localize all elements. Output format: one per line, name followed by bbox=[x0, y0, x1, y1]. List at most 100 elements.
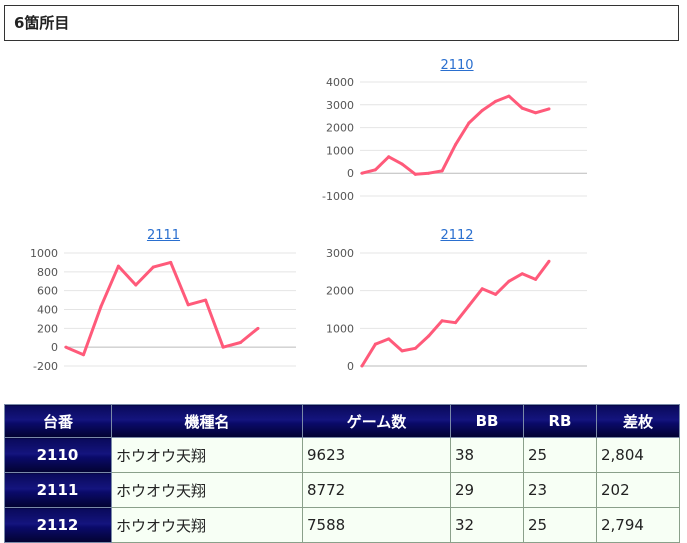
header-machine-number: 台番 bbox=[4, 404, 112, 438]
data-point bbox=[534, 111, 538, 115]
data-point bbox=[186, 303, 190, 307]
table-row: 2111 ホウオウ天翔 8772 29 23 202 bbox=[4, 472, 680, 508]
y-tick-label: 400 bbox=[37, 304, 58, 317]
data-point bbox=[99, 305, 103, 309]
data-point bbox=[373, 342, 377, 346]
data-point bbox=[534, 277, 538, 281]
y-tick-label: -200 bbox=[33, 360, 58, 373]
y-tick-label: 3000 bbox=[326, 247, 354, 260]
machine-stats-table: 台番 機種名 ゲーム数 BB RB 差枚 2110 ホウオウ天翔 9623 38… bbox=[4, 404, 680, 543]
y-tick-label: 800 bbox=[37, 266, 58, 279]
chart-title-link[interactable]: 2112 bbox=[440, 228, 474, 243]
data-point bbox=[151, 265, 155, 269]
y-tick-label: -1000 bbox=[322, 190, 354, 203]
data-point bbox=[413, 346, 417, 350]
chart-title-link[interactable]: 2110 bbox=[440, 58, 474, 73]
data-point bbox=[387, 155, 391, 159]
header-machine-name: 機種名 bbox=[111, 404, 303, 438]
data-point bbox=[480, 287, 484, 291]
data-point bbox=[440, 169, 444, 173]
machine-number: 2110 bbox=[4, 437, 112, 473]
data-point bbox=[134, 283, 138, 287]
data-point bbox=[360, 171, 364, 175]
difference: 202 bbox=[596, 472, 680, 508]
data-point bbox=[116, 264, 120, 268]
data-point bbox=[64, 345, 68, 349]
bb-count: 38 bbox=[450, 437, 524, 473]
data-point bbox=[507, 94, 511, 98]
data-point bbox=[547, 259, 551, 263]
line-chart: 1000 800 600 400 200 0 -200 bbox=[30, 247, 296, 373]
rb-count: 23 bbox=[523, 472, 597, 508]
line-chart: 3000 2000 1000 0 bbox=[326, 247, 587, 373]
machine-name: ホウオウ天翔 bbox=[111, 437, 303, 473]
y-tick-label: 4000 bbox=[326, 76, 354, 89]
data-point bbox=[256, 326, 260, 330]
data-point bbox=[467, 304, 471, 308]
chart-2110: 2110 4000 3000 2000 1000 0 -1000 bbox=[322, 56, 592, 206]
y-tick-label: 2000 bbox=[326, 122, 354, 135]
data-point bbox=[221, 345, 225, 349]
difference: 2,804 bbox=[596, 437, 680, 473]
y-tick-label: 600 bbox=[37, 285, 58, 298]
series-line bbox=[360, 260, 551, 367]
data-point bbox=[520, 106, 524, 110]
y-tick-label: 0 bbox=[347, 360, 354, 373]
data-point bbox=[494, 99, 498, 103]
data-point bbox=[520, 272, 524, 276]
data-point bbox=[400, 162, 404, 166]
rb-count: 25 bbox=[523, 437, 597, 473]
data-point bbox=[427, 334, 431, 338]
y-tick-label: 3000 bbox=[326, 99, 354, 112]
data-point bbox=[360, 364, 364, 368]
y-tick-label: 2000 bbox=[326, 285, 354, 298]
machine-number: 2111 bbox=[4, 472, 112, 508]
data-point bbox=[467, 121, 471, 125]
y-tick-label: 1000 bbox=[326, 322, 354, 335]
y-tick-label: 1000 bbox=[326, 144, 354, 157]
table-row: 2110 ホウオウ天翔 9623 38 25 2,804 bbox=[4, 437, 680, 473]
data-point bbox=[169, 260, 173, 264]
data-point bbox=[427, 171, 431, 175]
data-point bbox=[547, 107, 551, 111]
difference: 2,794 bbox=[596, 507, 680, 543]
header-difference: 差枚 bbox=[596, 404, 680, 438]
header-game-count: ゲーム数 bbox=[302, 404, 451, 438]
chart-2112: 2112 3000 2000 1000 0 bbox=[322, 226, 592, 376]
line-chart: 4000 3000 2000 1000 0 -1000 bbox=[322, 76, 587, 203]
header-rb: RB bbox=[523, 404, 597, 438]
data-point bbox=[494, 292, 498, 296]
machine-name: ホウオウ天翔 bbox=[111, 472, 303, 508]
machine-name: ホウオウ天翔 bbox=[111, 507, 303, 543]
data-point bbox=[387, 337, 391, 341]
series-line bbox=[65, 260, 259, 357]
game-count: 9623 bbox=[302, 437, 451, 473]
data-point bbox=[454, 143, 457, 147]
y-tick-label: 1000 bbox=[30, 247, 58, 260]
data-point bbox=[204, 298, 208, 302]
game-count: 8772 bbox=[302, 472, 451, 508]
chart-title-link[interactable]: 2111 bbox=[146, 228, 181, 243]
y-tick-label: 0 bbox=[51, 341, 58, 354]
data-point bbox=[400, 349, 404, 353]
section-title: 6箇所目 bbox=[4, 5, 679, 41]
header-bb: BB bbox=[450, 404, 524, 438]
machine-number: 2112 bbox=[4, 507, 112, 543]
data-point bbox=[239, 340, 243, 344]
table-row: 2112 ホウオウ天翔 7588 32 25 2,794 bbox=[4, 507, 680, 543]
chart-2111: 2111 1000 800 600 400 200 0 -200 bbox=[26, 226, 301, 376]
game-count: 7588 bbox=[302, 507, 451, 543]
y-tick-label: 200 bbox=[37, 322, 58, 335]
data-point bbox=[440, 319, 444, 323]
bb-count: 32 bbox=[450, 507, 524, 543]
table-header-row: 台番 機種名 ゲーム数 BB RB 差枚 bbox=[4, 404, 680, 438]
y-tick-label: 0 bbox=[347, 167, 354, 180]
data-point bbox=[413, 172, 417, 176]
data-point bbox=[454, 321, 457, 325]
bb-count: 29 bbox=[450, 472, 524, 508]
data-point bbox=[507, 279, 511, 283]
data-point bbox=[81, 353, 85, 357]
rb-count: 25 bbox=[523, 507, 597, 543]
data-point bbox=[373, 168, 377, 172]
data-point bbox=[480, 109, 484, 112]
